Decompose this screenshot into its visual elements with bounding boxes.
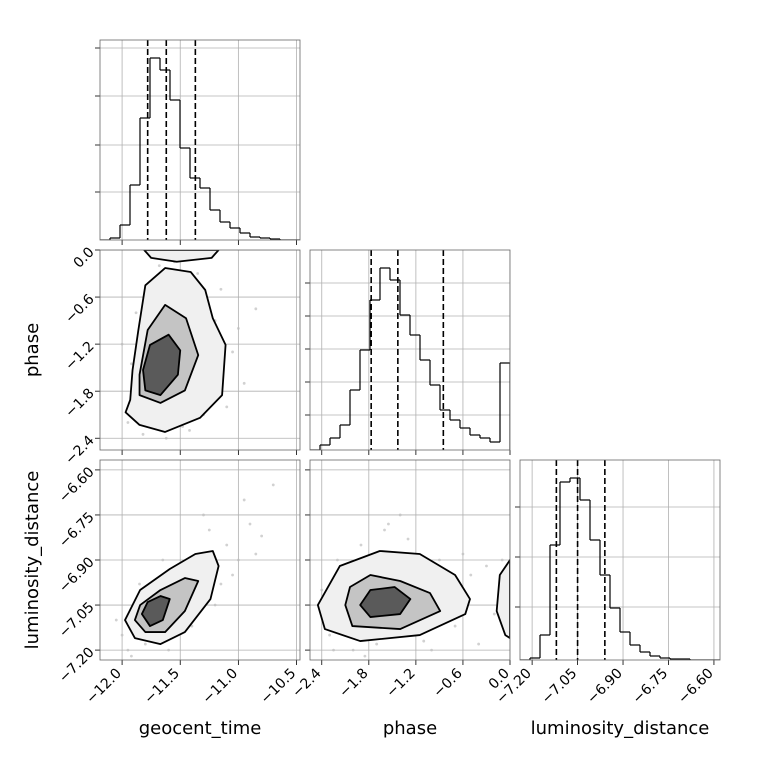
sample-point	[242, 498, 246, 502]
sample-point	[213, 603, 217, 607]
sample-point	[207, 528, 211, 532]
sample-point	[375, 642, 379, 646]
panel-frame	[99, 39, 301, 241]
sample-point	[438, 558, 441, 562]
sample-point	[231, 573, 234, 577]
panel	[520, 460, 720, 660]
x-axis-label: geocent_time	[139, 718, 262, 739]
panel-frame	[309, 249, 511, 451]
sample-point	[126, 648, 130, 652]
sample-point	[138, 582, 141, 586]
contour	[495, 559, 510, 639]
sample-point	[120, 342, 124, 346]
contour	[359, 586, 412, 618]
panel-frame	[309, 459, 511, 661]
sample-point	[254, 552, 258, 556]
sample-point	[500, 558, 504, 562]
sample-point	[202, 513, 205, 517]
sample-point	[231, 350, 234, 354]
sample-point	[351, 648, 355, 652]
sample-point	[225, 405, 229, 409]
sample-point	[328, 633, 332, 637]
sample-point	[167, 648, 171, 652]
panel	[310, 250, 510, 450]
sample-point	[387, 522, 390, 526]
sample-point	[161, 558, 165, 562]
sample-point	[320, 588, 324, 592]
panel	[310, 460, 510, 660]
panel	[100, 40, 300, 240]
sample-point	[242, 381, 246, 385]
panel	[100, 460, 300, 660]
sample-point	[196, 272, 200, 275]
contour	[143, 250, 220, 263]
sample-point	[225, 543, 229, 547]
sample-point	[134, 311, 138, 315]
sample-point	[363, 654, 367, 658]
sample-point	[114, 618, 118, 622]
sample-point	[332, 648, 335, 652]
sample-point	[453, 624, 457, 628]
sample-point	[422, 639, 426, 643]
x-axis-label: phase	[383, 718, 437, 739]
sample-point	[164, 436, 168, 440]
sample-point	[126, 421, 130, 424]
y-axis-label: phase	[22, 323, 43, 377]
sample-point	[143, 642, 147, 646]
sample-point	[157, 264, 161, 268]
contour	[142, 333, 182, 396]
sample-point	[236, 558, 240, 562]
panel-frame	[99, 459, 301, 661]
sample-point	[188, 428, 191, 432]
sample-point	[248, 522, 252, 526]
sample-point	[383, 528, 386, 532]
sample-point	[492, 612, 496, 616]
sample-point	[120, 633, 124, 637]
sample-point	[219, 582, 223, 586]
panel	[100, 250, 300, 450]
sample-point	[271, 483, 275, 487]
sample-point	[469, 573, 473, 577]
sample-point	[336, 558, 339, 562]
sample-point	[129, 654, 133, 658]
contour	[140, 595, 171, 627]
sample-point	[461, 552, 465, 556]
x-axis-label: luminosity_distance	[531, 718, 710, 739]
panel-frame	[519, 459, 721, 661]
sample-point	[430, 648, 433, 652]
sample-point	[254, 307, 258, 311]
sample-point	[398, 513, 402, 517]
sample-point	[129, 362, 133, 366]
panel-frame	[99, 249, 301, 451]
sample-point	[359, 543, 363, 547]
sample-point	[141, 432, 145, 436]
sample-point	[477, 642, 481, 646]
sample-point	[406, 537, 410, 541]
sample-point	[260, 534, 264, 538]
sample-point	[236, 327, 240, 330]
sample-point	[485, 564, 488, 568]
sample-point	[219, 287, 223, 291]
y-axis-label: luminosity_distance	[22, 471, 43, 650]
